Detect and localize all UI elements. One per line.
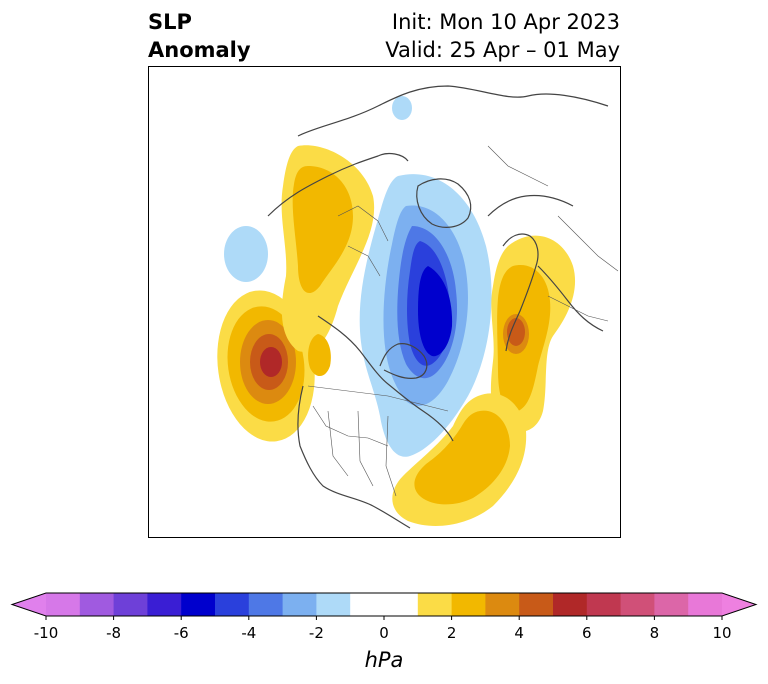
colorbar-tick-label: -4 bbox=[241, 624, 256, 642]
colorbar-bin bbox=[688, 593, 723, 616]
colorbar-tick-label: -8 bbox=[106, 624, 121, 642]
valid-period: Valid: 25 Apr – 01 May bbox=[385, 38, 620, 62]
map-title: SLP Anomaly bbox=[148, 8, 251, 64]
colorbar-bin bbox=[46, 593, 81, 616]
colorbar-over-arrow bbox=[722, 593, 756, 616]
greenland-arctic-low bbox=[359, 174, 492, 457]
colorbar-tick-label: 2 bbox=[447, 624, 457, 642]
political-borders bbox=[307, 145, 619, 497]
colorbar-bin bbox=[451, 593, 486, 616]
colorbar-bin bbox=[215, 593, 250, 616]
colorbar-tick-label: 8 bbox=[650, 624, 660, 642]
alaska-low bbox=[224, 226, 268, 282]
colorbar-unit-label: hPa bbox=[365, 648, 404, 672]
variable-name: SLP bbox=[148, 10, 192, 34]
colorbar-bin bbox=[113, 593, 148, 616]
colorbar: -10 -8 -6 -4 -2 0 2 4 6 8 10 hPa bbox=[10, 592, 758, 672]
colorbar-tick-label: 4 bbox=[514, 624, 524, 642]
colorbar-under-arrow bbox=[12, 593, 46, 616]
colorbar-bin bbox=[485, 593, 520, 616]
colorbar-bin bbox=[248, 593, 284, 616]
colorbar-bin bbox=[181, 593, 216, 616]
colorbar-bin bbox=[350, 593, 385, 616]
variable-qualifier: Anomaly bbox=[148, 38, 251, 62]
init-date: Init: Mon 10 Apr 2023 bbox=[391, 10, 620, 34]
colorbar-tick-label: 10 bbox=[712, 624, 731, 642]
colorbar-tick-label: -2 bbox=[309, 624, 324, 642]
colorbar-tick-label: 0 bbox=[379, 624, 389, 642]
scandinavia-high bbox=[490, 235, 576, 432]
colorbar-bin bbox=[316, 593, 351, 616]
colorbar-tick-label: -6 bbox=[174, 624, 189, 642]
colorbar-bin bbox=[586, 593, 622, 616]
colorbar-bin bbox=[654, 593, 689, 616]
colorbar-bin bbox=[282, 593, 317, 616]
forecast-dates: Init: Mon 10 Apr 2023 Valid: 25 Apr – 01… bbox=[385, 8, 620, 64]
nw-canada-high bbox=[281, 145, 375, 377]
colorbar-bin bbox=[519, 593, 554, 616]
colorbar-bin bbox=[553, 593, 588, 616]
colorbar-bin bbox=[620, 593, 655, 616]
colorbar-tick-label: -10 bbox=[34, 624, 59, 642]
colorbar-bin bbox=[147, 593, 182, 616]
colorbar-tick-label: 6 bbox=[582, 624, 592, 642]
colorbar-bin bbox=[417, 593, 453, 616]
colorbar-bin bbox=[79, 593, 115, 616]
russia-low bbox=[392, 96, 412, 120]
colorbar-bin bbox=[384, 593, 419, 616]
western-atlantic-high bbox=[392, 393, 527, 526]
coastlines bbox=[267, 85, 609, 529]
anomaly-map bbox=[148, 66, 621, 538]
